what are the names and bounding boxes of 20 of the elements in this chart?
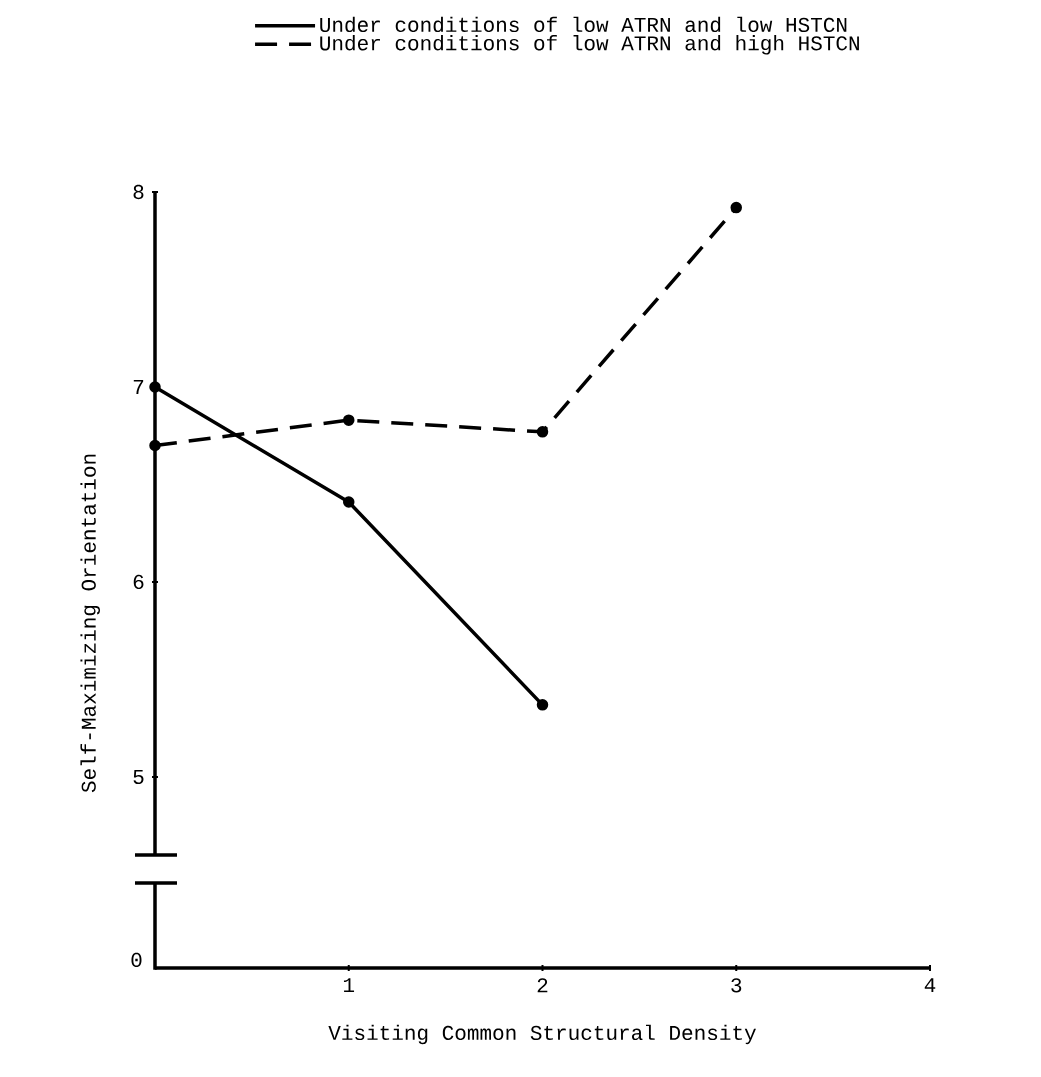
legend-label: Under conditions of low ATRN and low HSTCN: [320, 16, 847, 33]
x-tick-label: 4: [924, 978, 936, 993]
point: [149, 439, 161, 452]
y-axis-title: Self-Maximizing Orientation: [80, 454, 100, 793]
point: [536, 699, 549, 711]
y-tick-label: 5: [133, 769, 144, 785]
x-tick-label: 1: [343, 978, 355, 993]
x-tick-label: 3: [731, 978, 742, 993]
x-tick-label: 2: [537, 978, 548, 993]
point: [343, 496, 355, 508]
point: [730, 201, 742, 214]
y-tick-label: 6: [133, 574, 144, 590]
x-axis-title: Visiting Common Structural Density: [328, 1024, 756, 1045]
legend-label: Under conditions of low ATRN and high HSTCN: [320, 35, 859, 55]
text: 0: [131, 952, 142, 968]
point: [343, 414, 355, 426]
point: [149, 381, 161, 393]
point: [536, 426, 549, 438]
y-tick-label: 7: [133, 380, 144, 394]
y-tick-label: 8: [133, 184, 144, 200]
